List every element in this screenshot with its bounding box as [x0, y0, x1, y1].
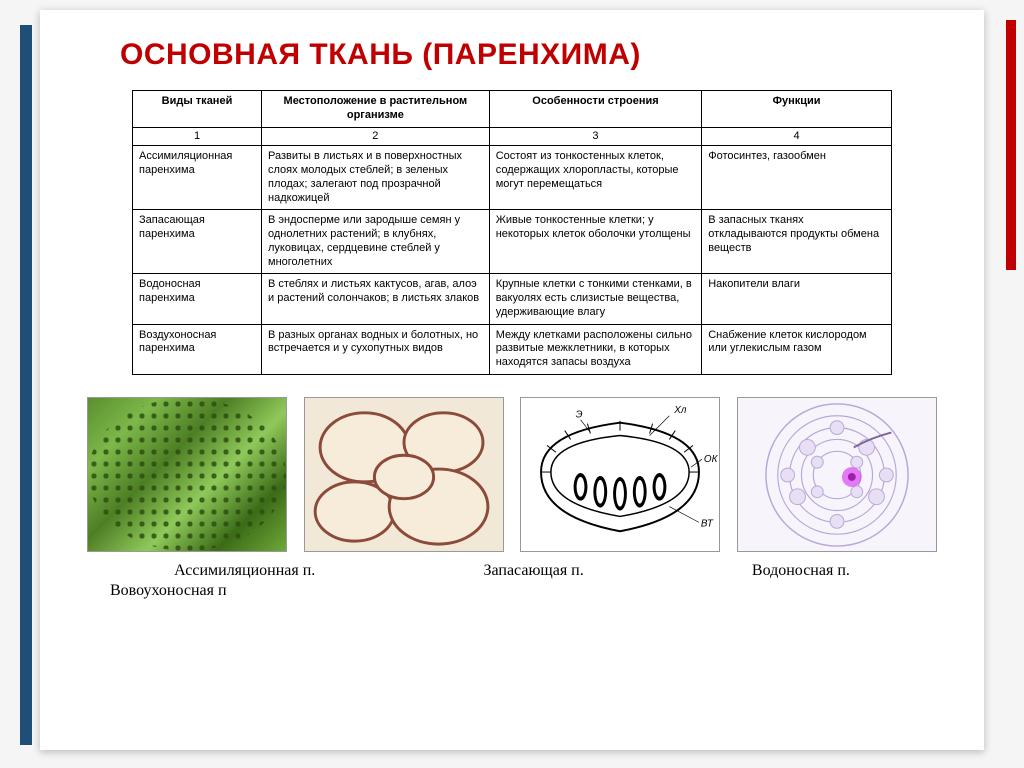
- cell-function: Накопители влаги: [702, 274, 892, 324]
- header-types: Виды тканей: [133, 91, 262, 128]
- caption-aerenchyma-cut: Вовоухоносная п: [110, 582, 954, 600]
- caption-storage: Запасающая п.: [483, 562, 583, 580]
- header-row: Виды тканей Местоположение в растительно…: [133, 91, 892, 128]
- table-row: Воздухоносная паренхима В разных органах…: [133, 324, 892, 374]
- cell-type: Воздухоносная паренхима: [133, 324, 262, 374]
- captions-row: Ассимиляционная п. Запасающая п. Водонос…: [70, 562, 954, 580]
- diagram-label-vt: ВТ: [701, 518, 714, 529]
- image-row: Хл Э ОК ВТ: [70, 397, 954, 552]
- caption-aquifer: Водоносная п.: [752, 562, 850, 580]
- diagram-label-ok: ОК: [704, 454, 719, 465]
- table-row: Запасающая паренхима В эндосперме или за…: [133, 210, 892, 274]
- cell-location: В стеблях и листьях кактусов, агав, алоэ…: [262, 274, 490, 324]
- cell-structure: Крупные клетки с тонкими стенками, в вак…: [489, 274, 702, 324]
- header-structure: Особенности строения: [489, 91, 702, 128]
- colnum-1: 1: [133, 127, 262, 146]
- header-location: Местоположение в растительном организме: [262, 91, 490, 128]
- tissue-table-wrap: Виды тканей Местоположение в растительно…: [132, 90, 892, 375]
- cell-function: Фотосинтез, газообмен: [702, 146, 892, 210]
- aquifer-tissue-diagram: Хл Э ОК ВТ: [520, 397, 720, 552]
- table-row: Ассимиляционная паренхима Развиты в лист…: [133, 146, 892, 210]
- cell-location: В разных органах водных и болотных, но в…: [262, 324, 490, 374]
- cell-function: Снабжение клеток кислородом или углекисл…: [702, 324, 892, 374]
- header-functions: Функции: [702, 91, 892, 128]
- tissue-table: Виды тканей Местоположение в растительно…: [132, 90, 892, 375]
- cell-structure: Между клетками расположены сильно развит…: [489, 324, 702, 374]
- cell-function: В запасных тканях откладываются продукты…: [702, 210, 892, 274]
- aerenchyma-tissue-image: [737, 397, 937, 552]
- cell-location: Развиты в листьях и в поверхностных слоя…: [262, 146, 490, 210]
- colnum-4: 4: [702, 127, 892, 146]
- caption-assimilation: Ассимиляционная п.: [174, 562, 315, 580]
- diagram-label-chl: Хл: [674, 405, 688, 416]
- red-decorative-stripe: [1006, 20, 1016, 270]
- cell-type: Ассимиляционная паренхима: [133, 146, 262, 210]
- cell-structure: Живые тонкостенные клетки; у некоторых к…: [489, 210, 702, 274]
- storage-tissue-image: [304, 397, 504, 552]
- number-row: 1 2 3 4: [133, 127, 892, 146]
- colnum-3: 3: [489, 127, 702, 146]
- cell-type: Водоносная паренхима: [133, 274, 262, 324]
- blue-decorative-stripe: [20, 25, 32, 745]
- cell-structure: Состоят из тонкостенных клеток, содержащ…: [489, 146, 702, 210]
- diagram-label-e: Э: [576, 409, 583, 420]
- slide-container: ОСНОВНАЯ ТКАНЬ (ПАРЕНХИМА) Виды тканей М…: [40, 10, 984, 750]
- slide-title: ОСНОВНАЯ ТКАНЬ (ПАРЕНХИМА): [120, 38, 954, 72]
- cell-location: В эндосперме или зародыше семян у одноле…: [262, 210, 490, 274]
- cell-type: Запасающая паренхима: [133, 210, 262, 274]
- assimilation-tissue-image: [87, 397, 287, 552]
- colnum-2: 2: [262, 127, 490, 146]
- table-row: Водоносная паренхима В стеблях и листьях…: [133, 274, 892, 324]
